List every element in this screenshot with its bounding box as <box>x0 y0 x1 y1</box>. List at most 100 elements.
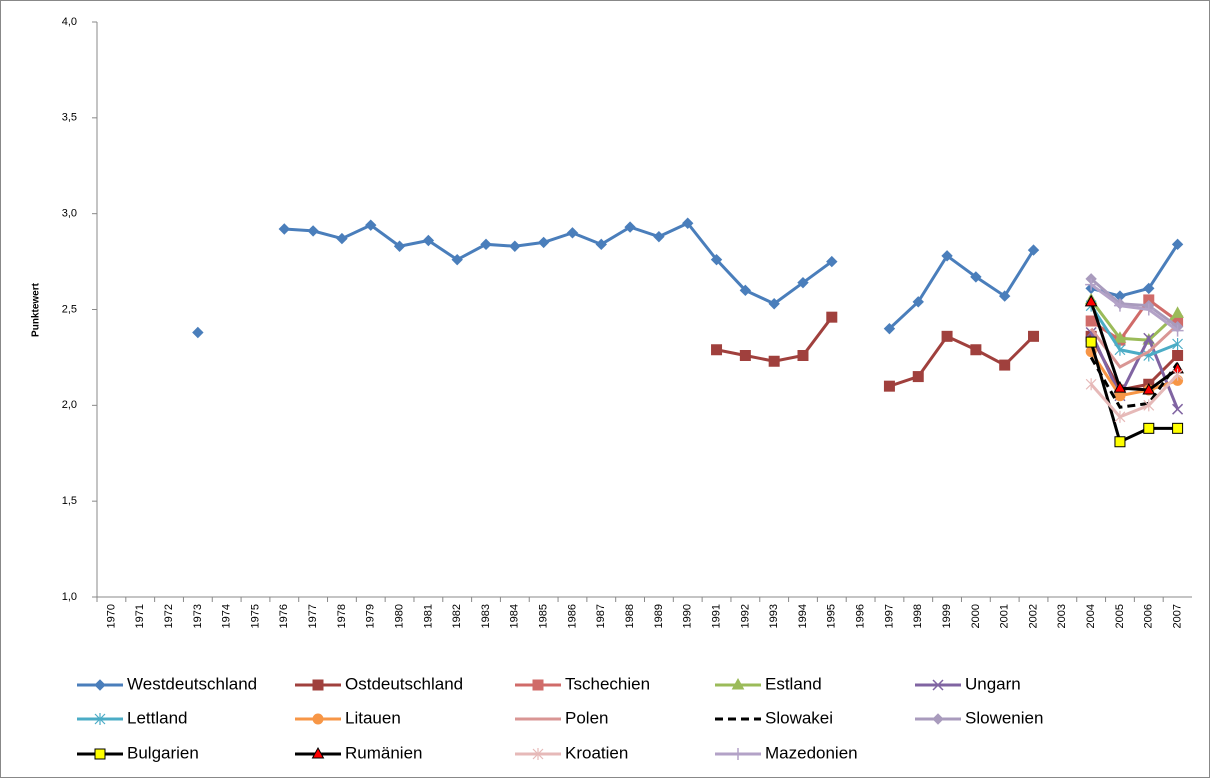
x-tick-label: 2002 <box>1027 604 1039 628</box>
point <box>739 350 751 361</box>
y-axis-label: Punktewert <box>31 282 42 337</box>
legend-marker <box>932 713 944 725</box>
point <box>826 255 838 268</box>
point <box>1172 422 1184 434</box>
x-tick-label: 2006 <box>1143 604 1155 628</box>
y-tick-label: 2,5 <box>62 303 77 315</box>
x-tick-label: 1997 <box>883 604 895 628</box>
series-line <box>1090 297 1179 343</box>
point <box>1085 278 1098 291</box>
x-tick-label: 1985 <box>538 604 550 628</box>
point <box>1114 436 1126 448</box>
point <box>566 227 579 239</box>
point <box>365 219 377 231</box>
legend-marker <box>94 713 106 725</box>
point <box>278 223 291 235</box>
y-tick-label: 1,5 <box>62 495 77 507</box>
x-tick-label: 1998 <box>912 604 924 628</box>
x-tick-label: 1996 <box>855 604 867 628</box>
point <box>682 217 694 229</box>
point <box>509 240 521 252</box>
point <box>1143 399 1155 412</box>
y-tick-label: 3,0 <box>62 208 77 220</box>
x-tick-label: 1977 <box>307 604 319 628</box>
point <box>797 276 809 289</box>
legend-label: Slowakei <box>765 708 833 727</box>
legend-label: Rumänien <box>345 743 423 762</box>
x-tick-label: 1980 <box>393 604 405 628</box>
x-tick-label: 2005 <box>1114 604 1126 628</box>
x-tick-label: 2003 <box>1056 604 1068 628</box>
x-tick-label: 1972 <box>163 604 175 628</box>
x-tick-label: 1982 <box>451 604 463 628</box>
point <box>1084 294 1098 307</box>
legend-label: Lettland <box>127 708 188 727</box>
point <box>883 322 896 335</box>
point <box>826 311 838 323</box>
x-tick-label: 1999 <box>941 604 953 628</box>
point <box>941 250 953 262</box>
legend-label: Litauen <box>345 708 401 727</box>
series-line <box>1089 304 1179 358</box>
x-tick-label: 1970 <box>105 604 117 628</box>
point <box>336 232 348 245</box>
point <box>1114 343 1126 356</box>
point <box>1085 315 1097 327</box>
series-line <box>1090 373 1179 419</box>
point <box>711 344 723 356</box>
point <box>653 230 665 243</box>
point <box>1085 326 1097 339</box>
point <box>192 326 204 339</box>
point <box>1113 299 1126 312</box>
x-tick-label: 1979 <box>365 604 377 628</box>
x-tick-label: 1991 <box>710 604 722 628</box>
x-tick-label: 1987 <box>595 604 607 628</box>
point <box>1172 368 1184 381</box>
series-line <box>1089 341 1178 444</box>
point <box>1143 332 1155 344</box>
point <box>1085 336 1097 348</box>
legend-marker <box>312 713 324 725</box>
point <box>1172 338 1184 350</box>
point <box>595 238 607 251</box>
point <box>1113 381 1127 393</box>
point <box>1028 330 1040 342</box>
legend-marker <box>532 679 544 691</box>
point <box>999 359 1011 371</box>
legend-label: Kroatien <box>565 743 628 762</box>
point <box>1085 378 1097 391</box>
legend-marker <box>932 679 944 691</box>
x-tick-label: 2000 <box>970 604 982 628</box>
x-tick-label: 1974 <box>221 604 233 628</box>
x-tick-label: 2001 <box>999 604 1011 628</box>
x-tick-label: 1975 <box>249 604 261 628</box>
x-tick-label: 1990 <box>682 604 694 628</box>
y-tick-label: 1,0 <box>62 591 77 603</box>
point <box>537 236 550 249</box>
legend-label: Westdeutschland <box>127 674 257 693</box>
x-tick-label: 1995 <box>826 604 838 628</box>
x-tick-label: 2007 <box>1171 604 1183 628</box>
point <box>998 290 1011 302</box>
legend-marker <box>94 679 106 691</box>
point <box>941 330 953 342</box>
legend-marker <box>731 677 745 690</box>
point <box>768 355 780 367</box>
point <box>1171 306 1184 318</box>
point <box>970 344 982 356</box>
point <box>912 371 924 383</box>
x-tick-label: 1993 <box>768 604 780 628</box>
x-tick-label: 1983 <box>480 604 492 628</box>
point <box>797 350 809 361</box>
series-line <box>1090 283 1179 332</box>
point <box>883 380 895 392</box>
point <box>1114 410 1126 423</box>
y-tick-label: 2,0 <box>62 399 77 411</box>
series-line <box>1089 299 1179 342</box>
point <box>307 225 319 237</box>
x-tick-label: 1988 <box>624 604 636 628</box>
x-tick-label: 1984 <box>509 604 521 628</box>
